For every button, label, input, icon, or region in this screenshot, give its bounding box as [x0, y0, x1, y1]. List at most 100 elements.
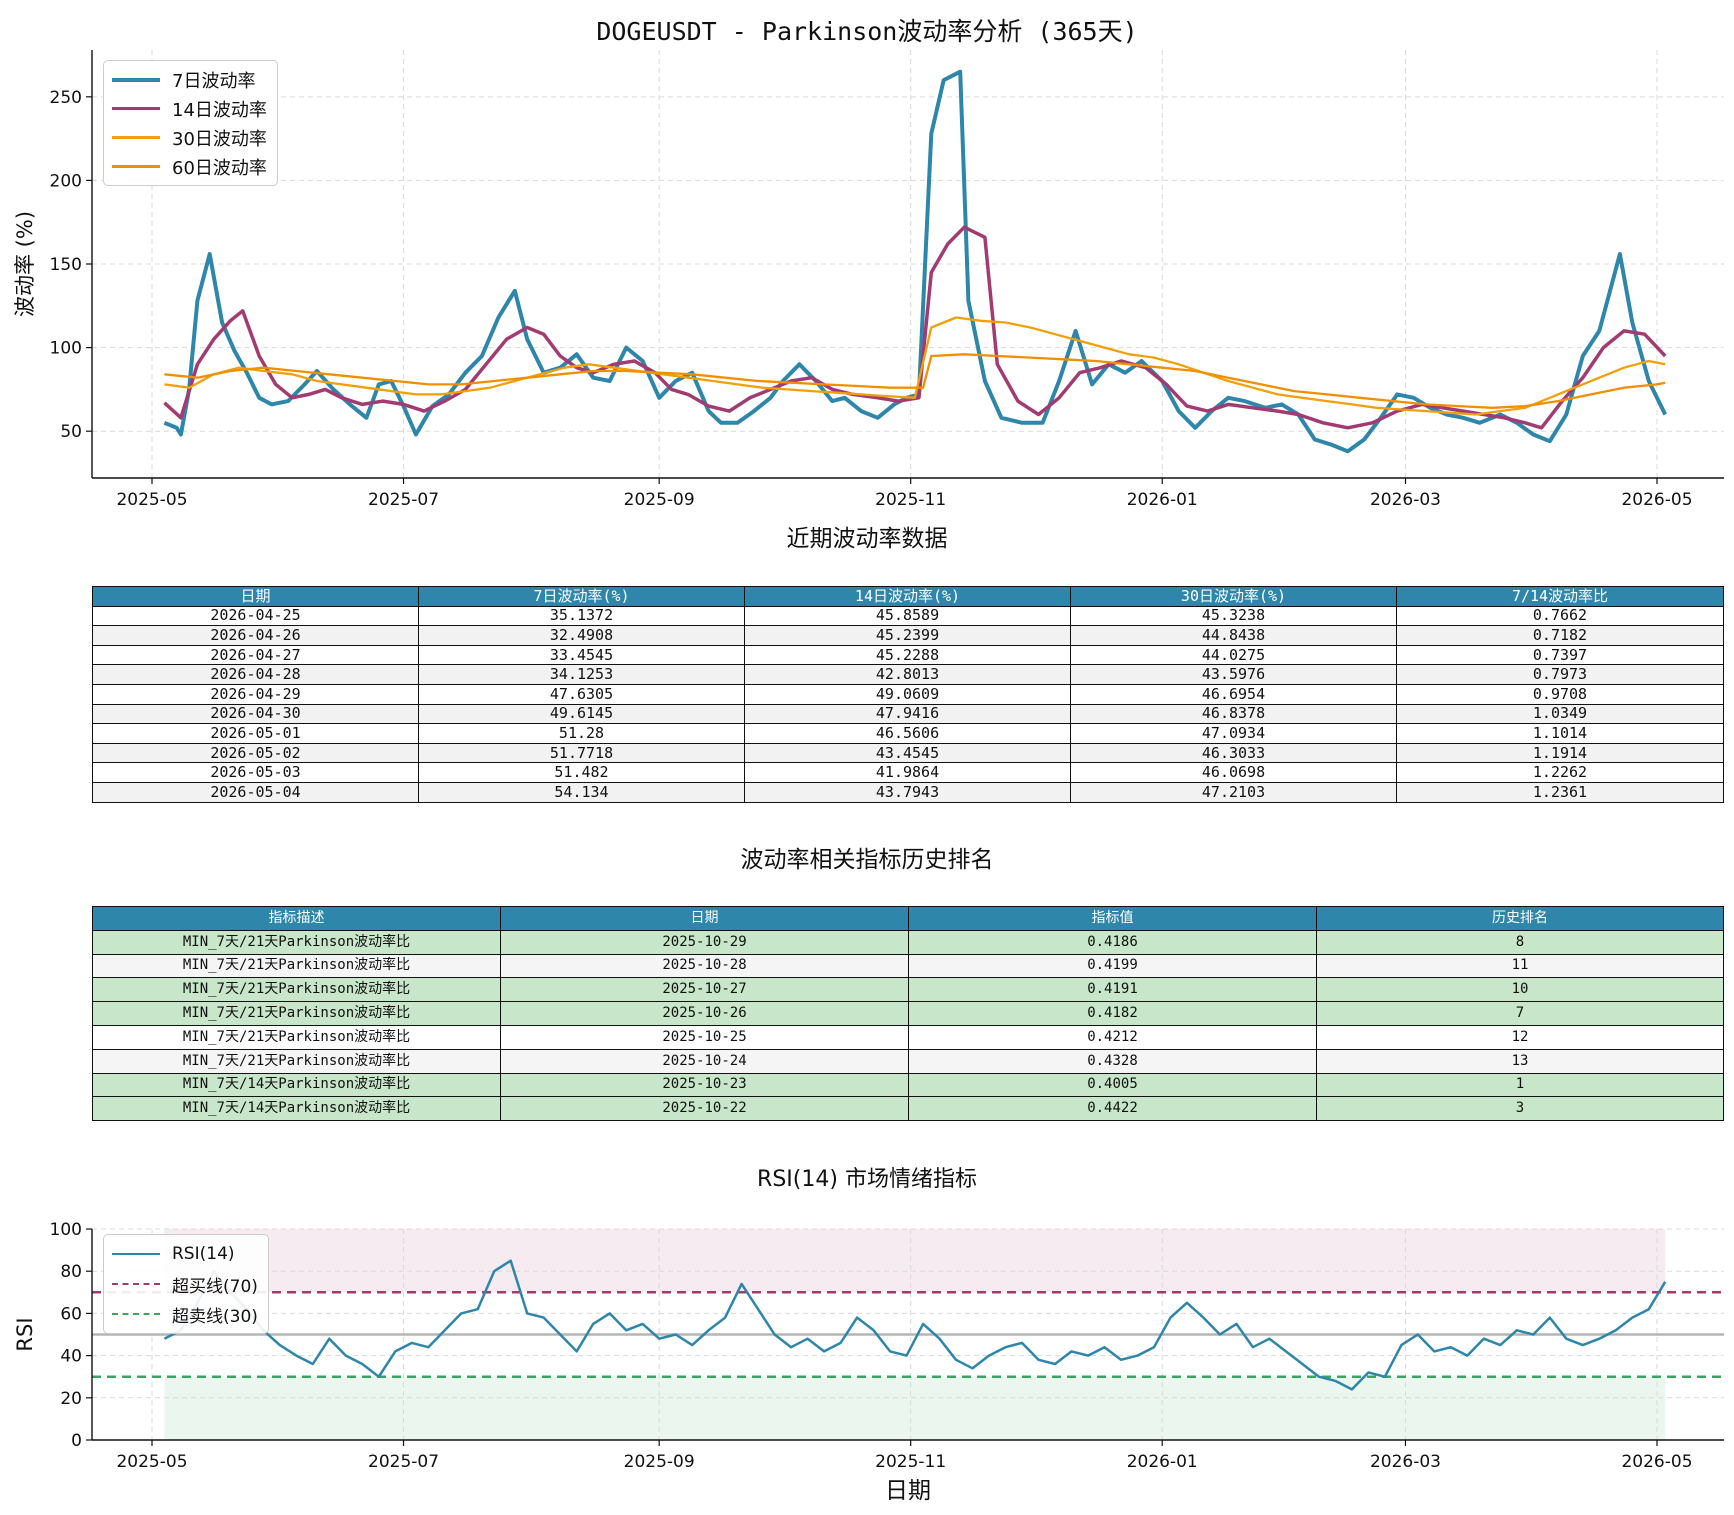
y-tick-label: 60 [60, 1304, 82, 1324]
table-cell: 49.0609 [744, 683, 1071, 705]
legend-item-overbought: 超买线(70) [112, 1269, 258, 1299]
table-row: MIN_7天/21天Parkinson波动率比 2025-10-27 0.4191 1… [92, 977, 1724, 1003]
x-tick-label: 2025-11 [875, 490, 946, 510]
column-header: 指标描述 [92, 906, 501, 931]
legend-swatch-oversold [112, 1313, 160, 1315]
x-axis-label: 日期 [885, 1478, 931, 1504]
oversold-zone [164, 1376, 1666, 1440]
legend-label-overbought: 超买线(70) [172, 1276, 258, 1297]
table-row: MIN_7天/14天Parkinson波动率比 2025-10-23 0.4005 1 [92, 1072, 1724, 1098]
table-cell: 47.9416 [744, 703, 1071, 725]
x-tick-label: 2025-11 [875, 1452, 946, 1472]
table-cell: 2025-10-23 [500, 1072, 909, 1098]
legend-item-oversold: 超卖线(30) [112, 1299, 258, 1329]
table-row: 2026-05-04 54.134 43.7943 47.2103 1.2361 [92, 781, 1724, 803]
table-cell: 0.7182 [1396, 625, 1724, 646]
x-tick-label: 2025-05 [116, 490, 187, 510]
table-row: 2026-04-30 49.6145 47.9416 46.8378 1.0349 [92, 703, 1724, 725]
column-header: 14日波动率(%) [744, 586, 1071, 607]
x-tick-label: 2026-03 [1370, 490, 1441, 510]
table-cell: 46.0698 [1070, 762, 1397, 783]
table-cell: 0.4182 [908, 1001, 1317, 1026]
x-tick-label: 2025-07 [368, 490, 439, 510]
table-cell: 0.7662 [1396, 605, 1724, 627]
overbought-zone [164, 1229, 1666, 1293]
table-cell: MIN_7天/21天Parkinson波动率比 [92, 1001, 501, 1026]
y-tick-label: 250 [50, 88, 82, 108]
table-cell: 0.4422 [908, 1096, 1317, 1122]
table-cell: 2026-04-30 [92, 703, 419, 725]
x-tick-label: 2025-07 [368, 1452, 439, 1472]
y-tick-label: 20 [60, 1389, 82, 1409]
y-tick-label: 80 [60, 1262, 82, 1282]
table-cell: 2025-10-22 [500, 1096, 909, 1122]
table-cell: 45.2288 [744, 644, 1071, 666]
table-cell: 10 [1316, 977, 1724, 1003]
table-cell: 0.9708 [1396, 683, 1724, 705]
legend-item-14d: 14日波动率 [112, 94, 267, 123]
x-tick-label: 2025-09 [624, 1452, 695, 1472]
table-cell: 35.1372 [418, 605, 745, 627]
x-tick-label: 2025-09 [624, 490, 695, 510]
ranking-table: 指标描述 日期 指标值 历史排名 MIN_7天/21天Parkinson波动率比 202… [92, 906, 1724, 1122]
rsi-chart-title: RSI(14) 市场情绪指标 [757, 1167, 977, 1192]
y-axis-label: RSI [13, 1317, 37, 1351]
column-header: 历史排名 [1316, 906, 1724, 931]
table-cell: 2026-04-27 [92, 644, 419, 666]
table-cell: 46.6954 [1070, 683, 1397, 705]
y-tick-label: 100 [50, 339, 82, 359]
y-tick-label: 100 [50, 1220, 82, 1240]
table-cell: 34.1253 [418, 664, 745, 685]
table-cell: 42.8013 [744, 664, 1071, 685]
table-cell: 0.4199 [908, 953, 1317, 979]
table-cell: 51.482 [418, 762, 745, 783]
table-cell: 2026-04-25 [92, 605, 419, 627]
table-cell: 43.5976 [1070, 664, 1397, 685]
table-cell: 2025-10-29 [500, 929, 909, 955]
table-cell: 0.4212 [908, 1024, 1317, 1050]
table-cell: 49.6145 [418, 703, 745, 725]
table-row: MIN_7天/21天Parkinson波动率比 2025-10-25 0.4212 1… [92, 1024, 1724, 1050]
x-tick-label: 2026-01 [1127, 490, 1198, 510]
table-row: 2026-04-28 34.1253 42.8013 43.5976 0.7973 [92, 664, 1724, 685]
table-row: MIN_7天/21天Parkinson波动率比 2025-10-26 0.4182 7 [92, 1001, 1724, 1026]
legend-item-rsi: RSI(14) [112, 1239, 258, 1269]
column-header: 30日波动率(%) [1070, 586, 1397, 607]
table-cell: MIN_7天/14天Parkinson波动率比 [92, 1072, 501, 1098]
x-tick-label: 2026-01 [1127, 1452, 1198, 1472]
table-row: 2026-05-02 51.7718 43.4545 46.3033 1.1914 [92, 742, 1724, 764]
table-cell: 2026-04-29 [92, 683, 419, 705]
legend-label-7d: 7日波动率 [172, 70, 256, 92]
table-cell: 2025-10-26 [500, 1001, 909, 1026]
table-cell: 47.6305 [418, 683, 745, 705]
table-cell: 0.4186 [908, 929, 1317, 955]
table-row: MIN_7天/14天Parkinson波动率比 2025-10-22 0.4422 3 [92, 1096, 1724, 1122]
rsi-chart: 0 20 40 60 80 100 2025-05 2025-07 2025-09 2025-11… [13, 1220, 1724, 1504]
legend-swatch-rsi [112, 1252, 160, 1256]
table-cell: 46.8378 [1070, 703, 1397, 725]
table-cell: 0.7973 [1396, 664, 1724, 685]
table-row: 2026-04-29 47.6305 49.0609 46.6954 0.9708 [92, 683, 1724, 705]
column-header: 7日波动率(%) [418, 586, 745, 607]
table-cell: 2026-04-28 [92, 664, 419, 685]
y-tick-label: 0 [71, 1431, 82, 1451]
table-cell: 7 [1316, 1001, 1724, 1026]
table-cell: 2026-05-01 [92, 723, 419, 744]
table-cell: 2025-10-24 [500, 1048, 909, 1074]
table-cell: 1.0349 [1396, 703, 1724, 725]
y-axis-label: 波动率 (%) [13, 211, 37, 317]
legend-swatch-overbought [112, 1283, 160, 1285]
table-cell: 1 [1316, 1072, 1724, 1098]
legend-label-60d: 60日波动率 [172, 157, 267, 179]
y-tick-label: 150 [50, 255, 82, 275]
table-cell: 47.0934 [1070, 723, 1397, 744]
table-cell: 46.3033 [1070, 742, 1397, 764]
table-cell: 0.4191 [908, 977, 1317, 1003]
table-row: MIN_7天/21天Parkinson波动率比 2025-10-24 0.4328 1… [92, 1048, 1724, 1074]
column-header: 日期 [500, 906, 909, 931]
table-cell: 2026-05-03 [92, 762, 419, 783]
table-header-row: 日期 7日波动率(%) 14日波动率(%) 30日波动率(%) 7/14波动率比 [92, 586, 1724, 607]
volatility-chart: 50 100 150 200 250 2025-05 2025-07 2025-09 2025-… [13, 50, 1724, 510]
table-cell: 0.4005 [908, 1072, 1317, 1098]
rsi-line [163, 1259, 1667, 1391]
